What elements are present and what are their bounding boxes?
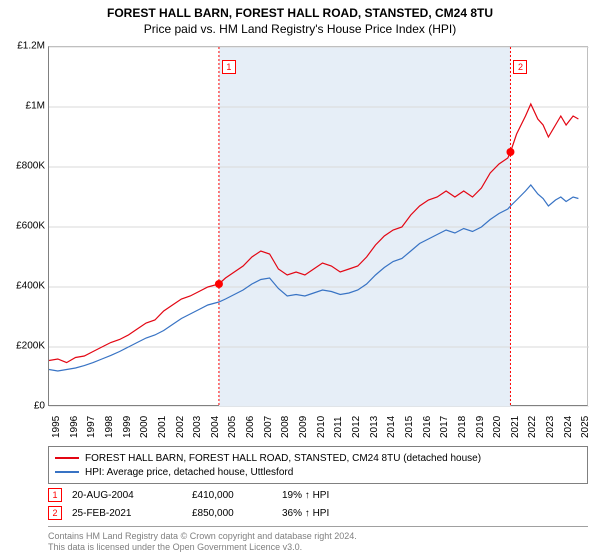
x-tick-label: 2020	[492, 416, 503, 438]
plot-area	[48, 46, 588, 406]
x-tick-label: 2021	[510, 416, 521, 438]
x-tick-label: 1998	[104, 416, 115, 438]
x-tick-label: 2023	[545, 416, 556, 438]
x-tick-label: 2009	[298, 416, 309, 438]
x-tick-label: 2008	[280, 416, 291, 438]
x-tick-label: 2018	[457, 416, 468, 438]
x-tick-label: 2002	[175, 416, 186, 438]
x-tick-label: 1999	[122, 416, 133, 438]
x-tick-label: 2016	[422, 416, 433, 438]
x-tick-label: 1997	[86, 416, 97, 438]
x-tick-label: 2004	[210, 416, 221, 438]
legend-item-hpi: HPI: Average price, detached house, Uttl…	[55, 465, 581, 479]
title-address: FOREST HALL BARN, FOREST HALL ROAD, STAN…	[0, 6, 600, 20]
x-tick-label: 2013	[369, 416, 380, 438]
x-tick-label: 1996	[69, 416, 80, 438]
title-block: FOREST HALL BARN, FOREST HALL ROAD, STAN…	[0, 0, 600, 36]
legend-label-property: FOREST HALL BARN, FOREST HALL ROAD, STAN…	[85, 453, 481, 464]
x-tick-label: 2024	[563, 416, 574, 438]
chart-container: FOREST HALL BARN, FOREST HALL ROAD, STAN…	[0, 0, 600, 560]
sale-price-1: £410,000	[192, 490, 272, 501]
sale-marker-1: 1	[48, 488, 62, 502]
sale-pct-2: 36% ↑ HPI	[282, 508, 362, 519]
legend-swatch-property	[55, 457, 79, 459]
sale-date-2: 25-FEB-2021	[72, 508, 182, 519]
x-tick-label: 2014	[386, 416, 397, 438]
plot-svg	[49, 47, 589, 407]
y-tick-label: £800K	[16, 161, 45, 172]
chart-sale-marker-2: 2	[513, 60, 527, 74]
legend: FOREST HALL BARN, FOREST HALL ROAD, STAN…	[48, 446, 588, 484]
sale-date-1: 20-AUG-2004	[72, 490, 182, 501]
x-tick-label: 2010	[316, 416, 327, 438]
y-tick-label: £600K	[16, 221, 45, 232]
x-tick-label: 2011	[333, 416, 344, 438]
x-tick-label: 2006	[245, 416, 256, 438]
x-tick-label: 2005	[227, 416, 238, 438]
x-tick-label: 2007	[263, 416, 274, 438]
footer-note: Contains HM Land Registry data © Crown c…	[48, 526, 588, 553]
legend-item-property: FOREST HALL BARN, FOREST HALL ROAD, STAN…	[55, 451, 581, 465]
x-tick-label: 2017	[439, 416, 450, 438]
y-tick-label: £1.2M	[17, 41, 45, 52]
x-tick-label: 2001	[157, 416, 168, 438]
x-tick-label: 2025	[580, 416, 591, 438]
sale-price-2: £850,000	[192, 508, 272, 519]
sale-marker-2: 2	[48, 506, 62, 520]
x-tick-label: 2015	[404, 416, 415, 438]
x-tick-label: 2012	[351, 416, 362, 438]
legend-label-hpi: HPI: Average price, detached house, Uttl…	[85, 467, 293, 478]
footer-line1: Contains HM Land Registry data © Crown c…	[48, 531, 588, 542]
x-tick-label: 2003	[192, 416, 203, 438]
title-subtitle: Price paid vs. HM Land Registry's House …	[0, 22, 600, 36]
sale-pct-1: 19% ↑ HPI	[282, 490, 362, 501]
x-tick-label: 2022	[527, 416, 538, 438]
y-tick-label: £1M	[26, 101, 45, 112]
y-tick-label: £200K	[16, 341, 45, 352]
chart-sale-marker-1: 1	[222, 60, 236, 74]
legend-swatch-hpi	[55, 471, 79, 473]
table-row: 2 25-FEB-2021 £850,000 36% ↑ HPI	[48, 504, 588, 522]
y-tick-label: £0	[34, 401, 45, 412]
table-row: 1 20-AUG-2004 £410,000 19% ↑ HPI	[48, 486, 588, 504]
x-tick-label: 2000	[139, 416, 150, 438]
x-tick-label: 2019	[475, 416, 486, 438]
y-tick-label: £400K	[16, 281, 45, 292]
sales-table: 1 20-AUG-2004 £410,000 19% ↑ HPI 2 25-FE…	[48, 486, 588, 522]
x-tick-label: 1995	[51, 416, 62, 438]
footer-line2: This data is licensed under the Open Gov…	[48, 542, 588, 553]
